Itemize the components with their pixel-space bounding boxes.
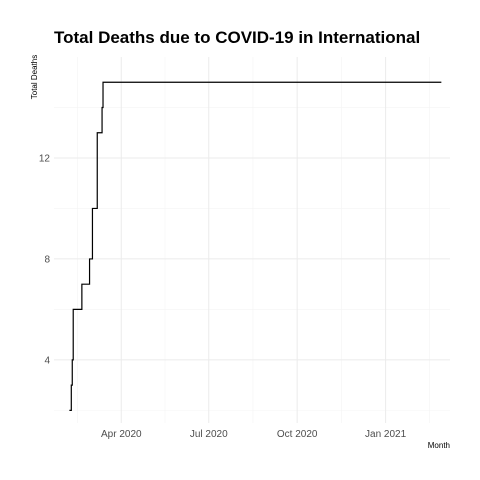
chart-title: Total Deaths due to COVID-19 in Internat… <box>54 28 420 47</box>
x-tick-label: Oct 2020 <box>277 429 318 440</box>
y-tick-label: 8 <box>44 254 50 265</box>
y-axis: 4 8 12 <box>39 153 51 366</box>
x-axis: Apr 2020 Jul 2020 Oct 2020 Jan 2021 <box>101 429 407 440</box>
x-tick-label: Apr 2020 <box>101 429 142 440</box>
series-line <box>69 81 442 411</box>
y-tick-label: 12 <box>39 153 51 164</box>
x-axis-title: Month <box>428 441 450 450</box>
plot-area <box>69 81 442 411</box>
y-tick-label: 4 <box>44 355 50 366</box>
x-tick-label: Jan 2021 <box>365 429 407 440</box>
grid <box>54 57 450 423</box>
x-tick-label: Jul 2020 <box>190 429 228 440</box>
y-axis-title: Total Deaths <box>30 55 39 99</box>
